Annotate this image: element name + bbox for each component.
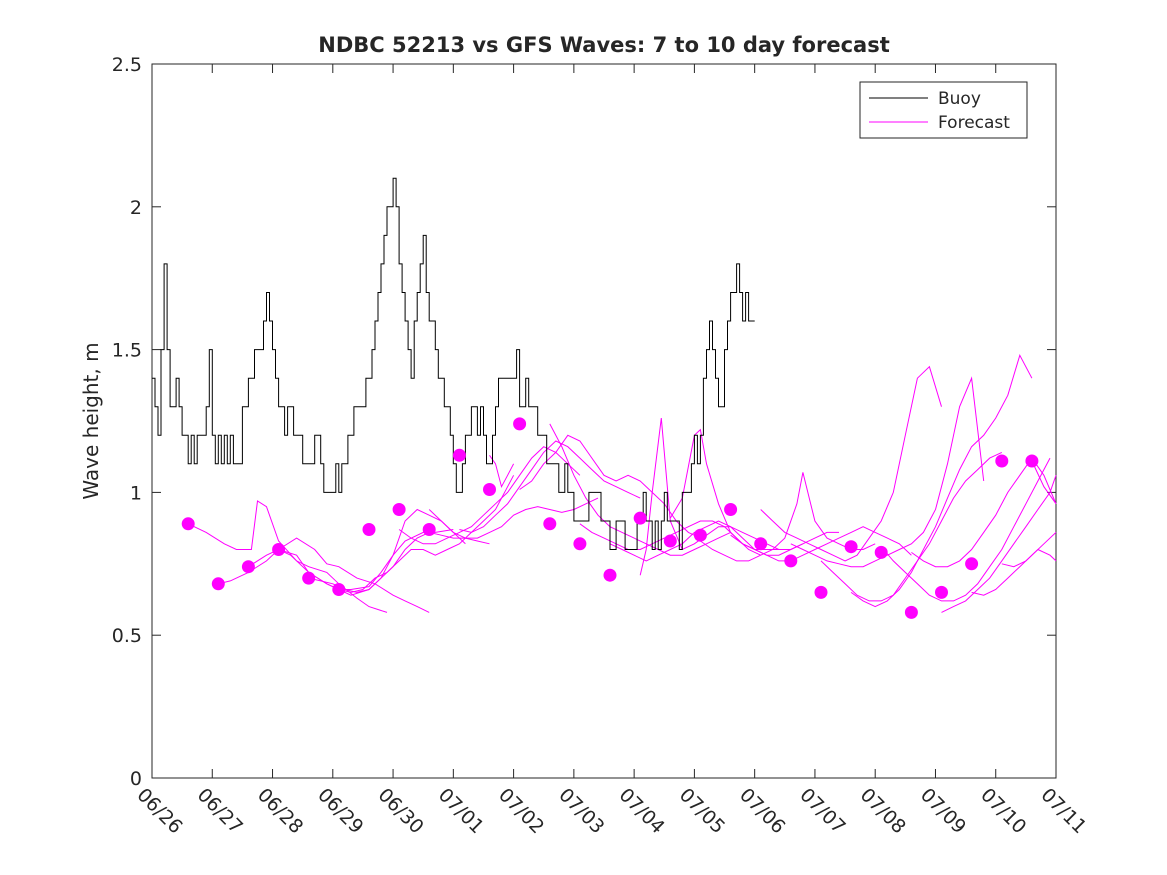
forecast-run-line-18 bbox=[730, 526, 912, 562]
forecast-marker bbox=[874, 545, 888, 559]
forecast-marker bbox=[663, 534, 677, 548]
y-tick-label: 1.5 bbox=[112, 340, 142, 362]
forecast-marker bbox=[272, 543, 286, 556]
legend-label-buoy: Buoy bbox=[938, 89, 981, 109]
forecast-run-line-21 bbox=[820, 451, 1003, 602]
forecast-run-line-15 bbox=[639, 418, 804, 576]
y-tick-label: 0 bbox=[130, 768, 142, 790]
buoy-line bbox=[152, 177, 755, 550]
forecast-marker bbox=[422, 523, 436, 536]
forecast-marker bbox=[302, 571, 316, 585]
forecast-run-line-27 bbox=[1001, 548, 1057, 568]
forecast-marker bbox=[543, 517, 557, 531]
forecast-marker bbox=[633, 511, 647, 525]
y-tick-label: 2.5 bbox=[112, 54, 142, 76]
y-tick-label: 2 bbox=[130, 197, 142, 219]
forecast-marker bbox=[392, 503, 406, 516]
forecast-marker bbox=[362, 523, 376, 536]
forecast-marker bbox=[814, 585, 828, 599]
y-tick-label: 1 bbox=[130, 482, 142, 504]
axes-box bbox=[151, 63, 1057, 779]
forecast-marker bbox=[483, 483, 496, 496]
forecast-run-line-1 bbox=[187, 500, 388, 613]
forecast-marker bbox=[935, 585, 948, 599]
forecast-run-line-28 bbox=[1031, 460, 1057, 505]
forecast-run-line-22 bbox=[850, 353, 1033, 608]
forecast-run-line-20 bbox=[790, 376, 985, 568]
forecast-run-line-11 bbox=[519, 434, 701, 539]
forecast-marker bbox=[241, 560, 255, 574]
forecast-marker bbox=[573, 537, 587, 551]
forecast-run-line-23 bbox=[880, 457, 1051, 602]
legend-label-forecast: Forecast bbox=[938, 113, 1010, 133]
forecast-run-line-6 bbox=[338, 475, 515, 593]
forecast-run-line-8 bbox=[428, 497, 599, 539]
forecast-marker bbox=[181, 517, 195, 531]
forecast-marker bbox=[724, 503, 738, 516]
forecast-marker bbox=[844, 540, 858, 554]
forecast-marker bbox=[452, 448, 466, 462]
y-tick-label: 0.5 bbox=[112, 625, 142, 647]
forecast-marker bbox=[754, 537, 768, 551]
chart-title: NDBC 52213 vs GFS Waves: 7 to 10 day for… bbox=[318, 33, 889, 57]
forecast-marker bbox=[513, 417, 527, 431]
y-axis-label: Wave height, m bbox=[79, 342, 103, 499]
forecast-run-line-25 bbox=[941, 475, 1057, 613]
forecast-marker bbox=[603, 568, 617, 582]
forecast-marker bbox=[332, 583, 346, 596]
forecast-run-line-7 bbox=[398, 446, 581, 545]
forecast-run-line-19 bbox=[760, 365, 942, 562]
forecast-run-line-26 bbox=[971, 532, 1057, 596]
legend: Buoy Forecast bbox=[859, 81, 1028, 139]
legend-box bbox=[859, 81, 1028, 139]
forecast-marker bbox=[211, 577, 225, 591]
forecast-marker bbox=[784, 554, 798, 568]
forecast-run-line-12 bbox=[549, 423, 731, 556]
forecast-marker bbox=[1025, 454, 1039, 468]
forecast-run-line-10 bbox=[489, 455, 515, 489]
forecast-marker bbox=[965, 557, 979, 571]
forecast-marker bbox=[693, 528, 707, 542]
forecast-run-line-9 bbox=[459, 440, 641, 533]
forecast-marker bbox=[904, 605, 918, 619]
forecast-marker bbox=[995, 454, 1009, 468]
